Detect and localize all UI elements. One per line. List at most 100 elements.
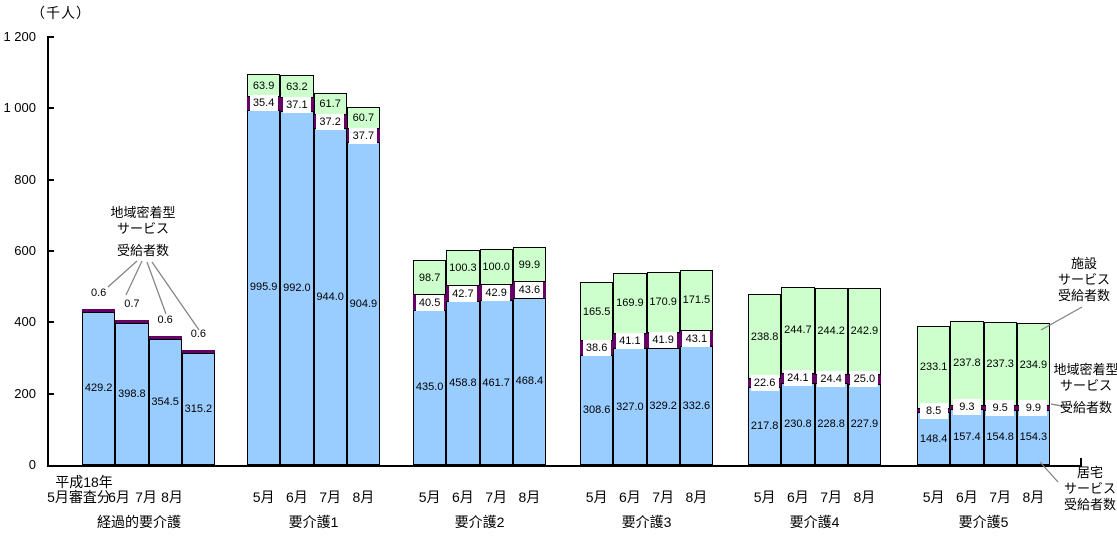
bar-segment-home [247,109,281,465]
annotation-line: 地域密着型 [110,205,176,220]
bar-value-facility: 98.7 [418,271,441,284]
x-tick-label-month: 7月 [485,489,508,505]
bar-value-home: 995.9 [249,281,278,294]
x-tick-label-month: 8月 [352,489,375,505]
bar-value-facility: 171.5 [682,294,711,307]
x-axis-line [47,465,1082,467]
annotation-community-service-right: 地域密着型 サービス 受給者数 [1046,362,1117,416]
bar-segment-home [983,409,1017,465]
bar-value-facility: 170.9 [649,296,677,309]
bar-value-community: 42.9 [482,284,511,301]
annotation-line: サービス [1059,378,1112,393]
bar-segment-facility [847,288,881,375]
category-group-label: 要介護5 [958,514,1009,530]
bar-value-home: 230.8 [784,417,812,430]
bar-segment-facility [613,273,647,334]
annotation-community-service-left: 地域密着型 サービス 受給者数 [83,205,203,259]
annotation-line: サービス [116,221,169,236]
bar-segment-home [580,354,614,465]
x-tick-label-month: 5月 [252,489,275,505]
x-tick-label-month: 6月 [451,489,474,505]
bar-segment-home [115,322,149,465]
leader-line-community-bar2 [125,260,143,296]
bar-segment-home [82,311,116,465]
bar-segment-facility [479,249,513,285]
bar-value-facility: 244.7 [784,324,812,337]
x-tick-label-month: 7月 [319,489,342,505]
bar-segment-facility [781,286,815,375]
bar-value-home: 398.8 [118,387,146,400]
x-tick-label-month: 8月 [853,489,876,505]
y-axis-tick-label: 1 000 [3,100,36,116]
bar-value-facility: 169.9 [616,297,644,310]
bar-value-community: 37.2 [316,113,345,130]
bar-value-home: 468.4 [515,375,544,388]
annotation-facility-service-right: 施設 サービス 受給者数 [1044,256,1117,304]
y-axis-tick-label: 0 [28,457,36,472]
bar-segment-home [346,142,380,465]
y-axis-tick [47,36,54,38]
bar-value-home: 354.5 [151,395,179,408]
x-tick-label-month: 5月 [585,489,608,505]
annotation-line: 受給者数 [116,243,169,258]
bar-segment-facility [950,320,984,406]
bar-value-home: 992.0 [283,282,311,295]
annotation-line: 地域密着型 [1053,362,1117,377]
y-axis-tick [47,250,54,252]
bar-value-home: 148.4 [919,432,948,445]
x-tick-label-month: 6月 [618,489,641,505]
bar-value-community: 35.4 [249,95,278,112]
bar-value-home: 154.8 [986,431,1014,444]
bar-value-community: 0.6 [90,287,107,300]
bar-value-community: 0.6 [157,314,173,327]
annotation-line: 受給者数 [1057,288,1110,303]
bar-value-home: 228.8 [817,418,845,431]
bar-value-facility: 63.2 [286,80,308,93]
bar-value-community: 41.1 [615,333,644,350]
bar-value-home: 154.3 [1019,431,1048,444]
bar-value-community: 38.6 [582,340,611,357]
category-group-label: 要介護1 [288,514,339,530]
bar-value-home: 461.7 [482,376,510,389]
bar-segment-facility [413,260,447,296]
x-tick-label-month: 6月 [955,489,978,505]
annotation-line: 施設 [1070,256,1097,271]
bar-value-community: 22.6 [750,375,779,392]
bar-segment-community [82,309,116,312]
bar-value-community: 40.5 [415,294,444,311]
x-tick-label-month: 8月 [161,489,183,505]
bar-segment-facility [679,269,713,331]
leader-line-community-bar1 [107,260,138,288]
bar-value-facility: 237.3 [986,358,1014,371]
category-group-label: 経過的要介護 [97,514,181,530]
bar-value-facility: 234.9 [1019,358,1048,371]
bar-value-home: 904.9 [349,297,378,310]
x-tick-label-month: 5月 [922,489,945,505]
y-axis-tick [47,107,54,110]
y-axis-tick-label: 800 [14,171,36,187]
y-axis-tick-label: 200 [14,385,36,401]
bar-value-community: 0.7 [124,298,140,311]
bar-value-facility: 233.1 [919,361,948,374]
bar-segment-community [181,350,215,353]
bar-segment-community [148,336,182,339]
annotation-home-service-right: 居宅 サービス 受給者数 [1050,465,1117,513]
bar-segment-home [512,297,546,465]
bar-segment-community [115,320,149,323]
bar-value-facility: 63.9 [252,79,275,92]
bar-value-facility: 237.8 [953,357,981,370]
annotation-line: 居宅 [1076,465,1103,480]
bar-segment-home [613,348,647,465]
category-group-label: 要介護2 [454,514,505,530]
bar-value-home: 332.6 [682,399,711,412]
x-tick-label-month: 6月 [285,489,308,505]
annotation-line: サービス [1057,272,1110,287]
bar-value-community: 9.3 [952,399,981,416]
bar-value-home: 308.6 [582,403,611,416]
bar-segment-facility [917,325,951,410]
bar-value-community: 24.1 [783,370,812,387]
annotation-line: サービス [1063,481,1116,496]
x-tick-label-month: 8月 [518,489,541,505]
bar-value-facility: 100.3 [449,262,477,275]
category-group-label: 要介護3 [621,514,672,530]
